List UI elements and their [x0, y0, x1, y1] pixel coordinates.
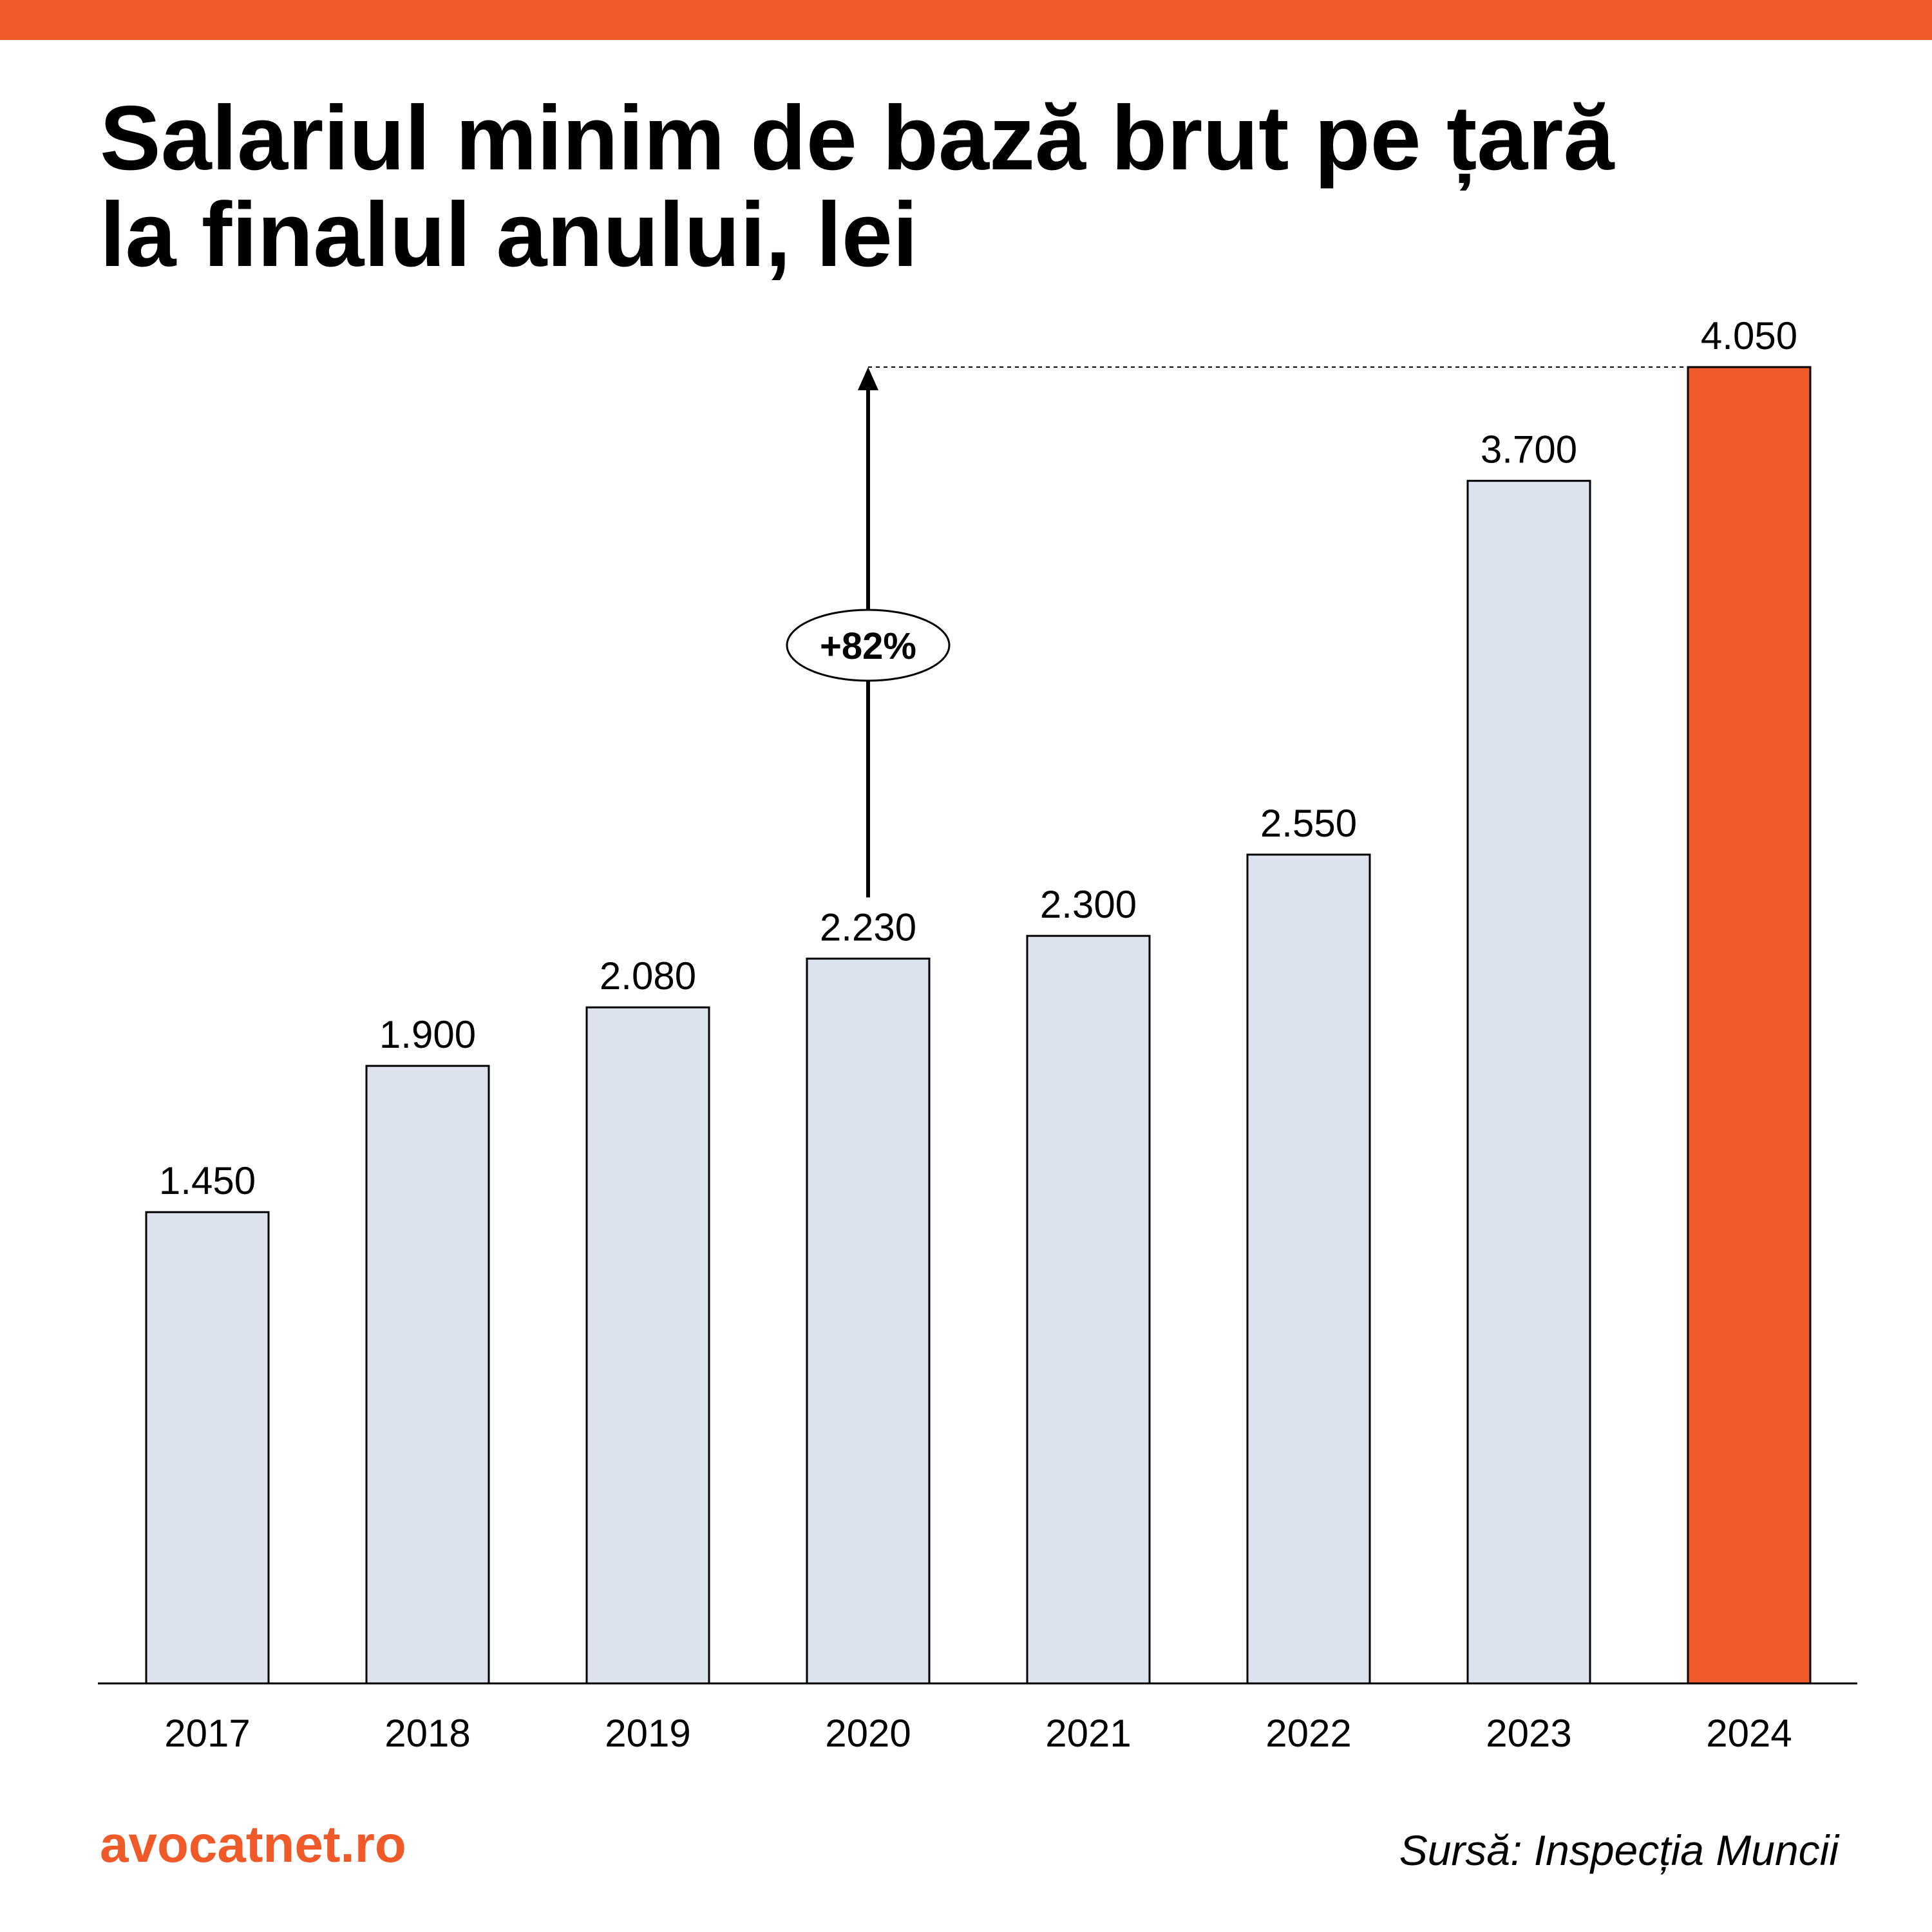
bar-2022 — [1246, 853, 1371, 1685]
brand-logo-text[interactable]: avocatnet.ro — [100, 1815, 406, 1873]
value-label-2018: 1.900 — [379, 1013, 476, 1056]
value-label-2021: 2.300 — [1040, 883, 1137, 926]
growth-badge — [786, 609, 951, 682]
bar-2020 — [806, 958, 931, 1685]
chart-title: Salariul minim de bază brut pe țară la f… — [100, 87, 1615, 286]
x-tick-label-2021: 2021 — [1045, 1712, 1131, 1755]
bar-2024 — [1687, 366, 1812, 1685]
growth-arrow-head — [858, 367, 878, 390]
bar-2017 — [145, 1211, 270, 1685]
x-tick-label-2018: 2018 — [384, 1712, 470, 1755]
x-tick-label-2019: 2019 — [605, 1712, 690, 1755]
growth-percentage-label: +82% — [820, 625, 916, 667]
bar-2023 — [1466, 480, 1591, 1685]
x-tick-label-2023: 2023 — [1486, 1712, 1571, 1755]
x-tick-label-2017: 2017 — [164, 1712, 250, 1755]
bar-2019 — [585, 1006, 710, 1685]
source-note: Sursă: Inspecția Muncii — [1399, 1826, 1839, 1874]
x-tick-label-2024: 2024 — [1706, 1712, 1792, 1755]
x-tick-label-2022: 2022 — [1265, 1712, 1351, 1755]
bar-2018 — [365, 1065, 490, 1685]
value-label-2023: 3.700 — [1481, 428, 1577, 471]
x-tick-label-2020: 2020 — [825, 1712, 911, 1755]
value-label-2017: 1.450 — [159, 1159, 256, 1202]
value-label-2019: 2.080 — [600, 954, 696, 998]
value-label-2020: 2.230 — [820, 906, 916, 949]
value-label-2022: 2.550 — [1260, 802, 1357, 845]
value-label-2024: 4.050 — [1701, 314, 1797, 357]
top-accent-bar — [0, 0, 1932, 40]
bar-2021 — [1026, 934, 1151, 1685]
